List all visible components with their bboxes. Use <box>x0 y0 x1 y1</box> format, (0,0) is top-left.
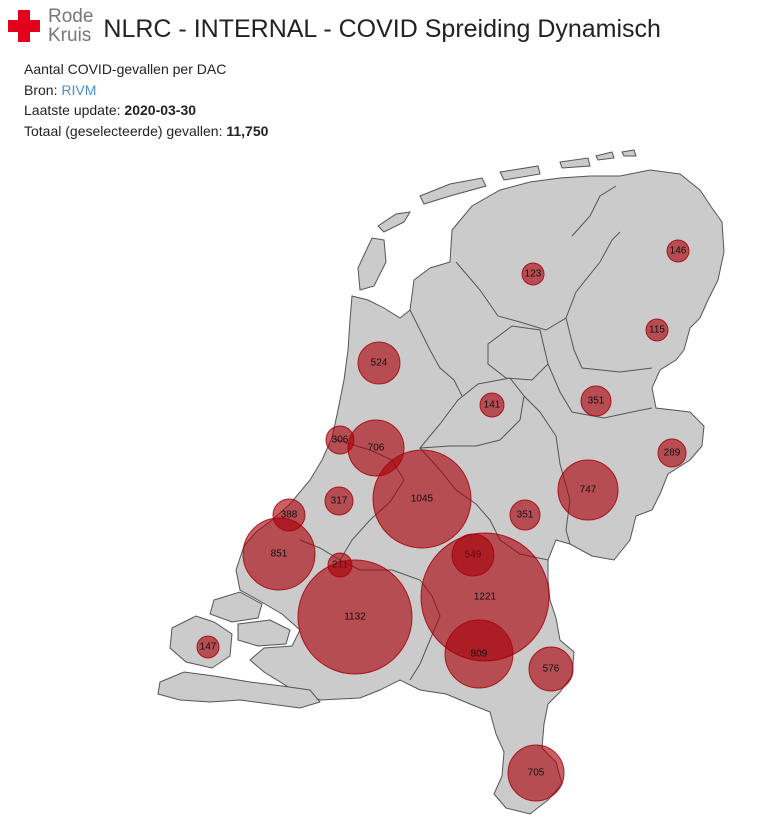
update-label: Laatste update: <box>24 102 125 118</box>
bubble-r19[interactable]: 1132 <box>297 559 413 675</box>
bubble-r23[interactable]: 705 <box>507 744 565 802</box>
bubble-label-r23: 705 <box>528 768 545 779</box>
bubble-r5[interactable]: 141 <box>479 392 505 418</box>
bubble-label-r11: 317 <box>331 496 348 507</box>
island-ameland[interactable] <box>499 165 541 181</box>
bubble-label-r3: 115 <box>649 325 665 336</box>
logo-line1: Rode <box>48 6 94 27</box>
bubble-r14[interactable]: 351 <box>509 499 541 531</box>
bubble-label-r2: 146 <box>670 246 687 257</box>
bubble-label-r12: 1045 <box>411 494 434 505</box>
bubble-label-r14: 351 <box>517 510 534 521</box>
source-label: Bron: <box>24 81 62 98</box>
bubble-label-r22: 576 <box>543 664 560 675</box>
page-title: NLRC - INTERNAL - COVID Spreiding Dynami… <box>103 14 661 43</box>
bubble-r6[interactable]: 351 <box>580 385 612 417</box>
total-line: Totaal (geselecteerde) gevallen: 11,750 <box>24 121 268 142</box>
map-subtitle: Aantal COVID-gevallen per DAC <box>24 61 227 77</box>
zeeuws-vlaanderen[interactable] <box>157 671 321 709</box>
mainland[interactable] <box>235 169 725 815</box>
bubble-r9[interactable]: 289 <box>657 438 687 468</box>
zeeland-middle[interactable] <box>237 619 291 647</box>
update-line: Laatste update: 2020-03-30 <box>24 100 268 121</box>
noordoostpolder[interactable] <box>487 325 549 381</box>
bubble-r20[interactable]: 147 <box>196 635 220 659</box>
bubble-label-r10: 747 <box>580 485 597 496</box>
bubble-label-r21: 809 <box>471 649 488 660</box>
logo-text: Rode Kruis <box>48 7 93 45</box>
rode-kruis-logo[interactable]: Rode Kruis <box>6 7 93 45</box>
bubble-label-r13: 388 <box>281 510 298 521</box>
bubble-label-r19: 1132 <box>344 612 366 623</box>
bubble-r18[interactable]: 1221 <box>420 532 550 662</box>
source-link[interactable]: RIVM <box>61 81 97 98</box>
bubble-label-r15: 851 <box>271 549 288 560</box>
bubble-r22[interactable]: 576 <box>528 646 574 692</box>
bubble-label-r6: 351 <box>588 396 605 407</box>
bubble-r10[interactable]: 747 <box>557 459 619 521</box>
island-schiermonnikoog[interactable] <box>559 157 591 169</box>
bubble-r12[interactable]: 1045 <box>372 449 472 549</box>
bubble-label-r7: 306 <box>332 435 349 446</box>
bubble-label-r20: 147 <box>200 642 217 653</box>
total-value: 11,750 <box>226 122 269 139</box>
info-panel: Aantal COVID-gevallen per DAC Bron: RIVM… <box>24 59 268 141</box>
island-texel[interactable] <box>357 237 387 291</box>
bubble-r2[interactable]: 146 <box>666 239 690 263</box>
island-terschelling[interactable] <box>419 177 487 205</box>
bubble-r4[interactable]: 524 <box>357 341 401 385</box>
bubble-label-r18: 1221 <box>474 592 497 603</box>
bubble-label-r1: 123 <box>525 269 542 280</box>
bubble-r15[interactable]: 851 <box>242 517 316 591</box>
bubble-r1[interactable]: 123 <box>521 262 545 286</box>
island-vlieland[interactable] <box>377 211 411 233</box>
bubble-label-r8: 706 <box>368 443 385 454</box>
header: Rode Kruis NLRC - INTERNAL - COVID Sprei… <box>6 6 661 46</box>
bubble-label-r5: 141 <box>484 400 501 411</box>
island-small-east[interactable] <box>595 149 637 161</box>
bubble-r21[interactable]: 809 <box>444 619 514 689</box>
zeeland-north[interactable] <box>209 591 263 623</box>
bubble-r3[interactable]: 115 <box>645 318 669 342</box>
bubble-r11[interactable]: 317 <box>324 486 354 516</box>
bubble-layer: 123 146 115 524 141 351 306 706 289 747 … <box>196 239 690 802</box>
source-line: Bron: RIVM <box>24 80 268 101</box>
bubble-label-r4: 524 <box>371 358 388 369</box>
update-value: 2020-03-30 <box>124 102 197 118</box>
logo-line2: Kruis <box>48 25 92 46</box>
red-cross-icon <box>6 8 42 44</box>
total-label: Totaal (geselecteerde) gevallen: <box>24 122 227 139</box>
bubble-label-r9: 289 <box>664 448 681 459</box>
